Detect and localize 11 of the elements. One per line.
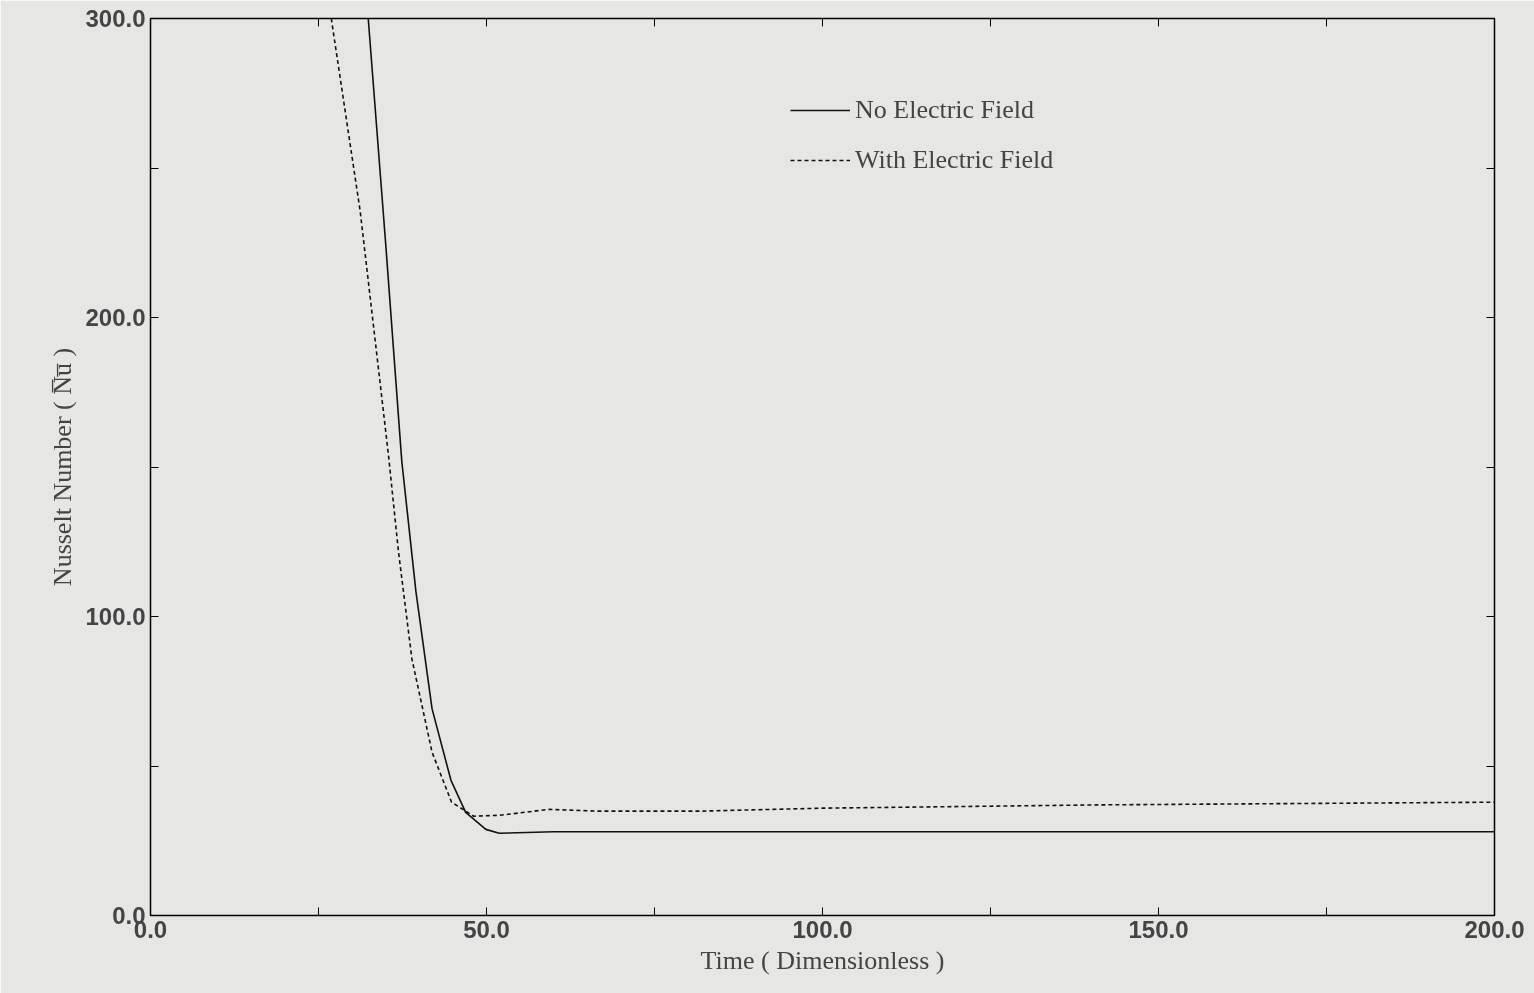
y-tick-label: 200.0 [85,304,146,331]
x-axis-title: Time ( Dimensionless ) [700,945,945,975]
y-tick-label: 300.0 [85,5,146,32]
x-tick-label: 200.0 [1464,915,1525,943]
x-tick-label: 150.0 [1128,915,1189,943]
x-tick-label: 50.0 [463,915,510,943]
x-tick-label: 100.0 [792,915,853,943]
legend-label: No Electric Field [855,95,1035,125]
legend-label: With Electric Field [855,145,1054,175]
y-axis-title: Nusselt Number ( N̅u̅ ) [48,347,78,587]
y-tick-label: 100.0 [85,603,146,630]
